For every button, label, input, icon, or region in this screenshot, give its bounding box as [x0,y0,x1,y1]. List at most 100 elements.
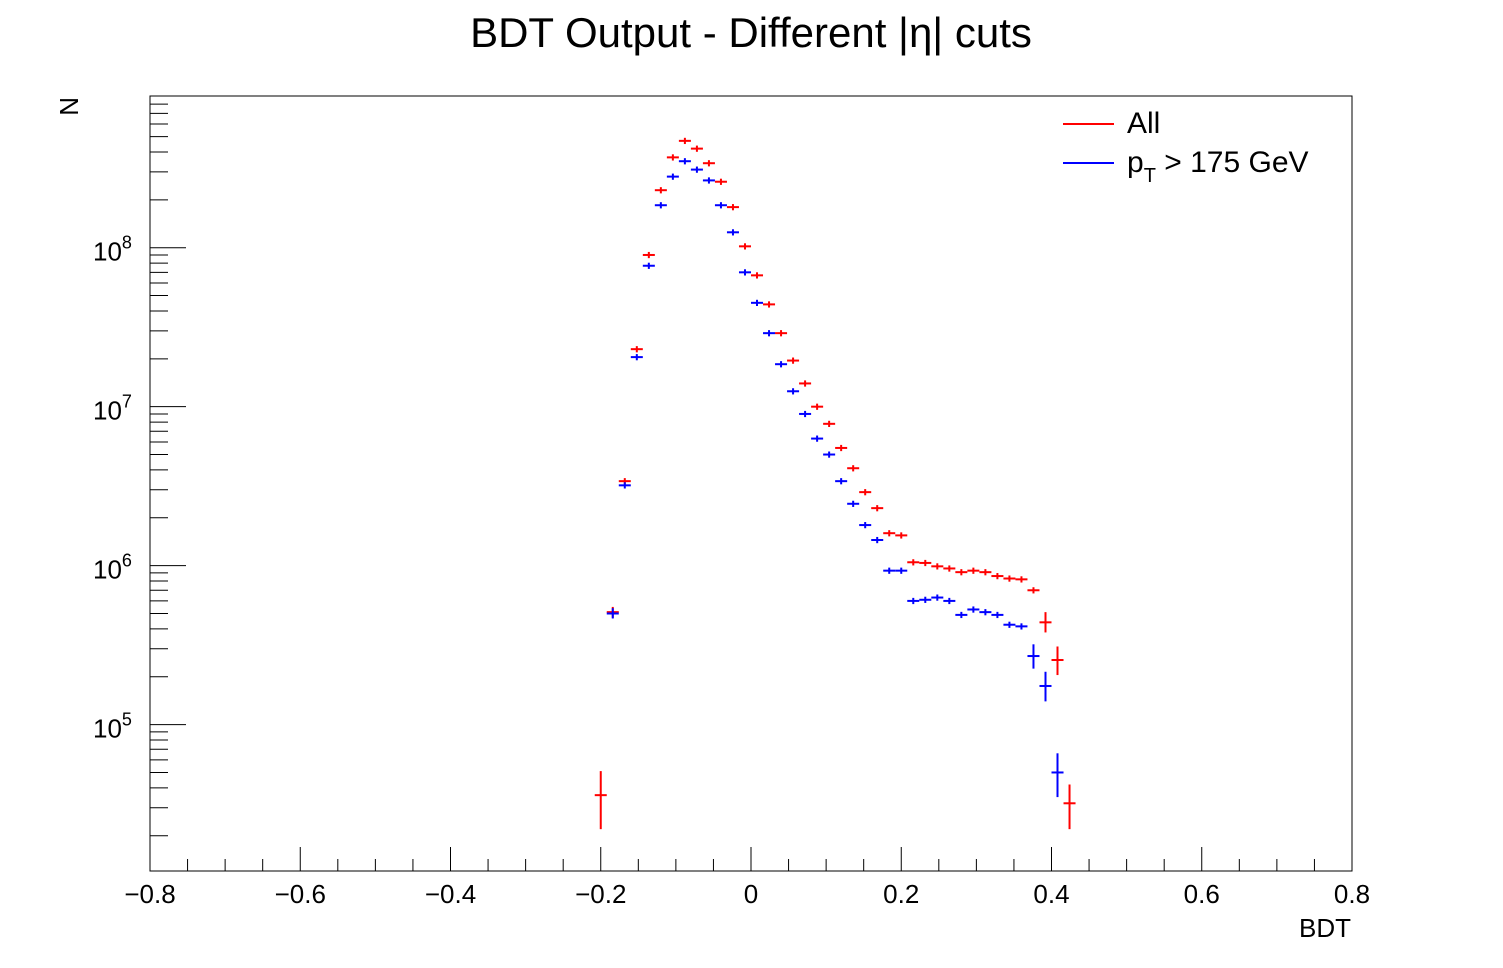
x-tick-label: 0 [744,879,758,909]
data-point [883,530,896,537]
y-tick-label: 107 [93,392,132,426]
data-point [630,346,643,353]
data-point [811,403,824,410]
data-point [714,178,727,185]
series-all [594,137,1076,830]
data-point [991,611,1004,619]
legend-label-pt: pT > 175 GeV [1127,146,1309,187]
data-point [847,500,860,507]
data-point [1051,753,1064,798]
data-point [799,380,812,387]
data-point [943,565,956,572]
data-point [1039,612,1052,633]
data-point [859,489,872,496]
data-point [859,522,872,529]
data-point [1027,587,1040,594]
data-point [606,608,619,619]
data-point [943,597,956,605]
data-point [702,177,715,184]
data-point [907,597,920,605]
data-point [751,299,764,307]
data-point [666,173,679,180]
data-point [775,330,788,337]
data-point [883,567,896,574]
data-point [1051,646,1064,676]
data-point [738,269,751,276]
chart-title: BDT Output - Different |η| cuts [470,9,1032,56]
data-point [871,536,884,544]
data-point [895,567,908,574]
x-tick-label: 0.4 [1033,879,1069,909]
data-point [726,204,739,211]
data-point [678,137,691,145]
data-point [955,569,968,576]
data-point [835,478,848,485]
data-point [1015,623,1028,630]
data-point [775,361,788,368]
data-point [594,771,607,830]
data-point [895,532,908,539]
data-point [931,563,944,570]
data-point [738,243,751,250]
y-axis: 105 106 107 108 [93,95,186,837]
data-point [763,301,776,308]
data-point [690,166,703,173]
data-point [642,251,655,259]
data-point [967,567,980,574]
data-point [991,573,1004,580]
data-point [654,202,667,209]
data-point [823,451,836,458]
data-point [823,420,836,428]
data-point [811,435,824,442]
data-point [642,262,655,269]
data-point [907,559,920,566]
data-point [787,388,800,395]
y-axis-label: N [54,97,84,116]
legend-label-all: All [1127,107,1160,140]
data-point [919,596,932,603]
data-point [678,158,691,165]
data-point [726,229,739,236]
x-axis-label: BDT [1299,913,1351,943]
data-point [847,465,860,472]
data-point [931,594,944,601]
data-point [979,609,992,616]
legend-label-pt-sub: T [1144,165,1156,187]
y-tick-label: 106 [93,551,132,585]
data-point [690,145,703,152]
data-point [1015,576,1028,583]
data-point [835,444,848,452]
x-tick-label: −0.8 [124,879,175,909]
data-point [979,569,992,576]
data-point [799,410,812,418]
series-pt-175 [606,158,1064,798]
x-tick-label: −0.4 [425,879,476,909]
series-layer [594,137,1076,830]
legend-label-pt-p: p [1127,146,1144,179]
data-point [702,160,715,167]
x-axis: −0.8 −0.6 −0.4 −0.2 0 0.2 0.4 0.6 0.8 [124,847,1370,909]
data-point [967,606,980,613]
data-point [714,202,727,209]
data-point [630,354,643,361]
data-point [763,330,776,337]
data-point [654,187,667,194]
x-tick-label: −0.2 [575,879,626,909]
y-tick-label: 108 [93,233,132,267]
x-tick-label: 0.6 [1184,879,1220,909]
data-point [751,272,764,279]
legend: All pT > 175 GeV [1063,107,1309,187]
data-point [1063,784,1076,830]
x-tick-label: 0.2 [883,879,919,909]
data-point [1003,621,1016,628]
x-tick-label: −0.6 [275,879,326,909]
legend-label-pt-rest: > 175 GeV [1156,146,1309,179]
x-tick-label: 0.8 [1334,879,1370,909]
data-point [618,482,631,489]
data-point [666,154,679,161]
data-point [1003,575,1016,582]
data-point [871,505,884,512]
data-point [955,611,968,619]
